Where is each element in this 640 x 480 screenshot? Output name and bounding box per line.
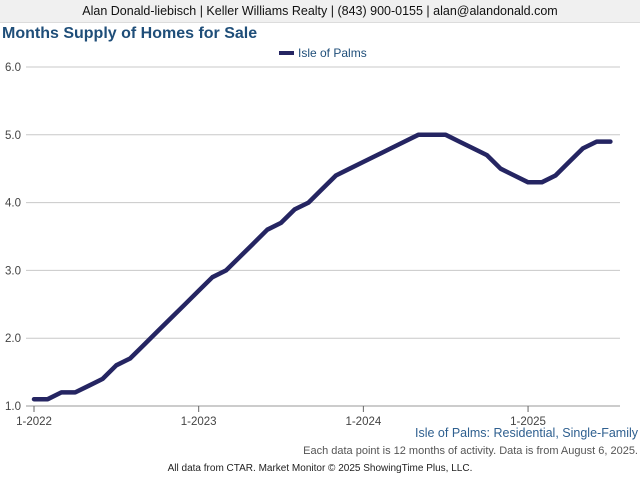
legend: Isle of Palms bbox=[279, 46, 367, 60]
data-note: Each data point is 12 months of activity… bbox=[303, 445, 638, 457]
y-tick-label: 3.0 bbox=[5, 265, 21, 277]
footer-credit: All data from CTAR. Market Monitor © 202… bbox=[167, 463, 473, 474]
x-tick-label: 1-2025 bbox=[510, 416, 546, 428]
y-tick-label: 4.0 bbox=[5, 198, 21, 210]
chart-subtitle: Isle of Palms: Residential, Single-Famil… bbox=[415, 426, 638, 440]
x-tick-label: 1-2024 bbox=[345, 416, 381, 428]
series-layer bbox=[31, 132, 613, 402]
x-tick-label: 1-2022 bbox=[16, 416, 52, 428]
grid-lines bbox=[26, 66, 620, 407]
y-tick-label: 5.0 bbox=[5, 130, 21, 142]
y-tick-label: 6.0 bbox=[5, 62, 21, 74]
series-line bbox=[31, 132, 613, 402]
legend-label: Isle of Palms bbox=[298, 46, 367, 60]
y-tick-label: 1.0 bbox=[5, 401, 21, 413]
contact-banner: Alan Donald-liebisch | Keller Williams R… bbox=[0, 0, 640, 23]
y-tick-label: 2.0 bbox=[5, 333, 21, 345]
chart-title: Months Supply of Homes for Sale bbox=[2, 25, 258, 42]
x-tick-label: 1-2023 bbox=[181, 416, 217, 428]
axes: 1.0 2.0 3.0 4.0 5.0 6.0 1-2022 1-2023 1-2024 1-20… bbox=[5, 62, 620, 428]
